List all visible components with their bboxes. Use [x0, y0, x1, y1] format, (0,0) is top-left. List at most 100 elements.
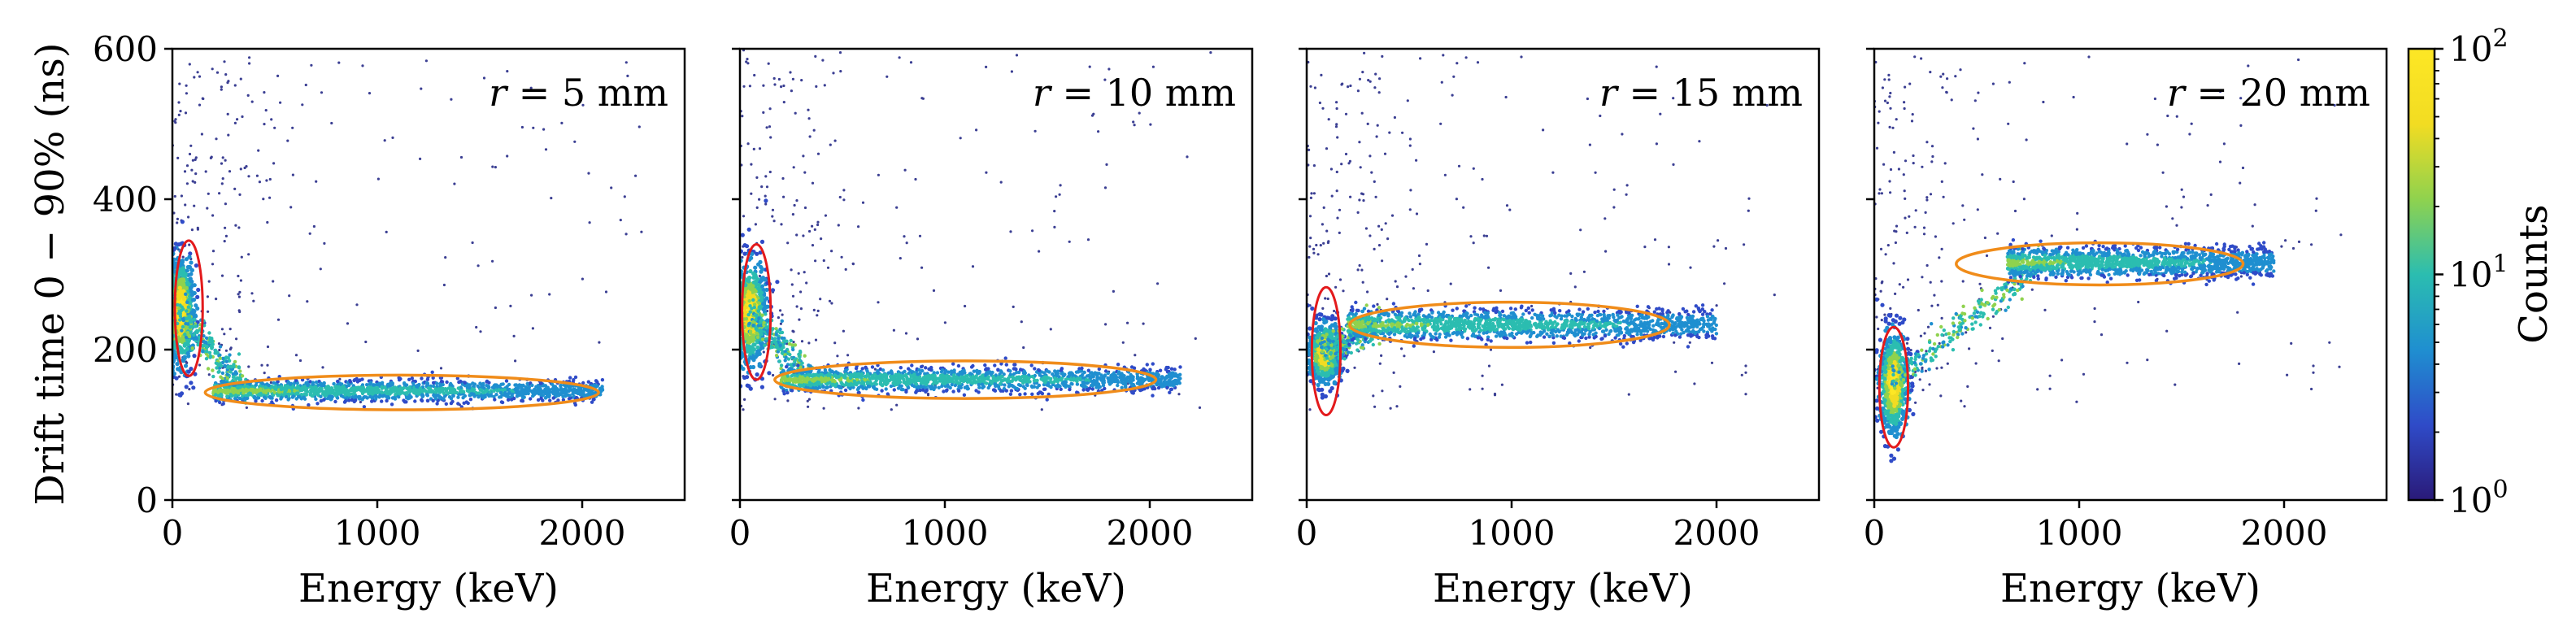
data-point	[207, 280, 211, 283]
data-point	[530, 294, 533, 297]
data-point	[971, 265, 975, 268]
data-point	[816, 220, 820, 224]
data-point	[358, 388, 363, 392]
data-point	[221, 402, 225, 406]
data-point	[964, 304, 967, 308]
data-point	[1116, 363, 1120, 367]
data-point	[506, 70, 509, 73]
data-point	[920, 368, 925, 373]
data-point	[996, 368, 1000, 372]
data-point	[291, 126, 294, 129]
data-point	[173, 194, 176, 198]
data-point	[762, 298, 767, 303]
data-point	[514, 359, 517, 363]
data-point	[782, 101, 785, 104]
data-point	[345, 384, 349, 389]
data-point	[376, 386, 380, 390]
data-point	[440, 380, 445, 384]
data-point	[356, 395, 360, 399]
data-point	[480, 385, 484, 389]
data-point	[899, 366, 903, 370]
data-point	[205, 345, 209, 349]
data-point	[364, 340, 368, 344]
data-point	[524, 390, 528, 395]
data-point	[572, 394, 576, 398]
data-point	[756, 283, 762, 288]
data-point	[380, 399, 384, 403]
data-point	[194, 337, 199, 341]
data-point	[764, 175, 768, 178]
data-point	[425, 383, 429, 387]
data-point	[777, 359, 781, 363]
data-point	[248, 391, 252, 396]
data-point	[269, 381, 272, 385]
data-point	[233, 84, 237, 87]
data-point	[581, 389, 585, 394]
x-axis-label: Energy (keV)	[298, 566, 559, 611]
data-point	[587, 389, 592, 394]
data-point	[193, 204, 196, 207]
data-point	[468, 383, 472, 387]
data-point	[747, 336, 752, 341]
data-point	[419, 157, 422, 160]
data-point	[431, 384, 436, 389]
data-point	[765, 318, 770, 322]
data-point	[746, 227, 751, 232]
data-point	[1020, 320, 1023, 324]
data-point	[795, 305, 798, 308]
data-point	[354, 394, 358, 398]
data-point	[237, 293, 240, 296]
data-point	[481, 396, 485, 400]
data-point	[874, 382, 879, 386]
data-point	[910, 363, 914, 368]
data-point	[844, 267, 847, 271]
data-point	[355, 376, 359, 381]
data-point	[758, 198, 761, 201]
data-point	[304, 83, 307, 87]
data-point	[556, 398, 560, 402]
data-point	[185, 164, 189, 167]
data-point	[215, 137, 218, 141]
data-point	[237, 352, 242, 356]
data-point	[250, 389, 254, 393]
data-point	[420, 398, 424, 402]
data-point	[756, 309, 760, 313]
data-point	[764, 337, 768, 341]
data-point	[183, 341, 188, 346]
data-point	[537, 390, 542, 394]
data-point	[280, 395, 284, 399]
data-point	[770, 341, 774, 346]
data-point	[188, 63, 191, 66]
data-point	[791, 213, 795, 216]
data-point	[1015, 375, 1019, 380]
data-point	[762, 84, 765, 87]
data-point	[175, 393, 178, 396]
data-point	[764, 326, 768, 330]
data-point	[758, 250, 763, 255]
data-point	[207, 310, 210, 313]
data-point	[1045, 398, 1049, 402]
data-point	[389, 402, 394, 407]
data-point	[746, 62, 750, 65]
data-point	[198, 363, 202, 367]
data-point	[842, 329, 845, 333]
data-point	[233, 359, 237, 364]
data-point	[394, 392, 398, 397]
data-point	[781, 176, 785, 180]
data-point	[604, 290, 608, 294]
data-point	[757, 305, 761, 309]
data-point	[1046, 392, 1051, 397]
data-point	[747, 322, 751, 326]
annotation-r5: r = 5 mm	[489, 71, 668, 115]
data-point	[819, 298, 822, 301]
data-point	[469, 389, 474, 393]
data-point	[532, 126, 535, 129]
data-point	[455, 376, 459, 381]
data-point	[260, 398, 264, 403]
data-point	[530, 383, 534, 388]
data-point	[236, 118, 239, 121]
data-point	[185, 350, 190, 356]
data-point	[828, 299, 832, 302]
data-point	[176, 217, 179, 220]
